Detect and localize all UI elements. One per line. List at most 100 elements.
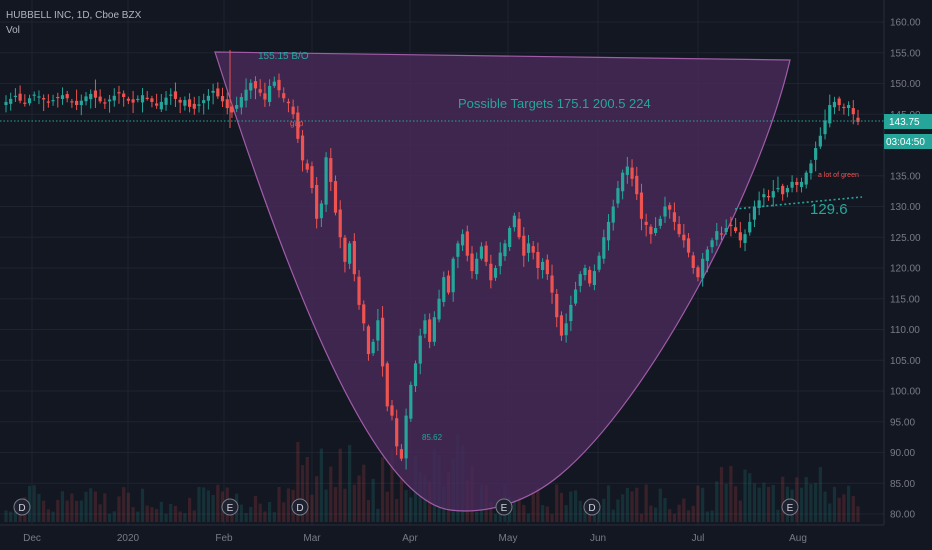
candle-body: [795, 181, 799, 185]
price-candles: [4, 73, 860, 470]
candle-body: [220, 96, 225, 102]
candle-body: [202, 100, 206, 104]
volume-bar: [602, 498, 606, 522]
volume-bar: [724, 483, 728, 522]
time-tick-label: Feb: [215, 533, 233, 544]
event-badge-circle: [13, 498, 31, 516]
volume-bar: [531, 491, 535, 522]
candle-body: [696, 267, 700, 278]
price-tick-label: 160.00: [890, 18, 921, 29]
candle-body: [526, 243, 531, 253]
candle-body: [9, 98, 13, 104]
volume-bar: [719, 467, 724, 522]
volume-bar: [771, 485, 775, 522]
event-badge-e[interactable]: E: [781, 498, 799, 516]
volume-bar: [395, 498, 399, 522]
volume-bar: [597, 509, 601, 522]
volume-bar: [122, 487, 126, 522]
volume-bar: [187, 497, 192, 522]
targets-label: Possible Targets 175.1 200.5 224: [458, 96, 651, 111]
candle-body: [79, 100, 83, 106]
volume-bar: [357, 475, 361, 522]
candle-body: [296, 112, 300, 139]
volume-bar: [766, 487, 771, 522]
volume-bar: [781, 476, 785, 522]
volume-bar: [155, 509, 159, 522]
volume-bar: [668, 509, 672, 522]
candle-body: [766, 196, 771, 198]
gap-label: gap: [290, 119, 304, 128]
volume-bar: [686, 510, 691, 522]
volume-bar: [804, 477, 808, 522]
candle-body: [126, 98, 130, 101]
candle-body: [432, 317, 436, 342]
candle-body: [164, 97, 168, 105]
candle-body: [583, 268, 587, 276]
candle-body: [489, 263, 493, 281]
candle-body: [508, 228, 512, 247]
event-badge-circle: [583, 498, 601, 516]
event-badge-e[interactable]: E: [221, 498, 239, 516]
candle-body: [244, 89, 248, 101]
event-badge-e[interactable]: E: [495, 498, 513, 516]
candle-body: [442, 277, 446, 302]
price-tick-label: 90.00: [890, 448, 915, 459]
time-tick-label: Jun: [590, 533, 606, 544]
candle-body: [117, 92, 121, 94]
event-badge-label: D: [588, 503, 595, 514]
candle-body: [573, 289, 578, 304]
volume-bar: [60, 491, 65, 522]
volume-bar: [842, 494, 846, 522]
event-badge-label: E: [787, 503, 794, 514]
event-badge-d[interactable]: D: [583, 498, 601, 516]
candle-body: [37, 96, 41, 98]
volume-bar: [239, 504, 243, 522]
event-badge-d[interactable]: D: [291, 498, 309, 516]
candle-body: [319, 203, 323, 219]
price-tick-label: 100.00: [890, 387, 921, 398]
volume-bar: [653, 507, 658, 522]
candle-body: [729, 224, 733, 227]
volume-bar: [131, 507, 135, 522]
candle-body: [446, 275, 451, 293]
candle-body: [846, 105, 851, 108]
event-badge-circle: [221, 498, 239, 516]
candle-body: [404, 415, 408, 459]
price-tick-label: 120.00: [890, 264, 921, 275]
candle-body: [559, 315, 564, 336]
volume-bar: [630, 491, 634, 522]
support-label: 129.6: [810, 201, 848, 218]
candle-body: [333, 181, 338, 213]
time-axis-ticks: Dec 2020 Feb Mar Apr May Jun Jul Aug: [23, 533, 807, 544]
candle-body: [743, 234, 747, 243]
candle-body: [107, 99, 112, 102]
candle-body: [60, 95, 65, 99]
candle-body: [493, 268, 498, 278]
candle-body: [785, 188, 789, 193]
candle-body: [395, 418, 399, 447]
volume-bar: [625, 487, 629, 522]
price-tick-label: 80.00: [890, 510, 915, 521]
volume-bar: [42, 500, 46, 522]
candle-body: [512, 215, 516, 228]
candle-body: [625, 166, 629, 175]
candle-body: [781, 185, 785, 195]
candle-body: [644, 221, 648, 225]
candle-body: [851, 108, 855, 115]
candle-body: [253, 81, 258, 89]
candle-body: [178, 99, 182, 103]
volume-bar: [752, 483, 757, 522]
countdown-tag: [884, 134, 932, 149]
volume-bar: [9, 511, 13, 522]
volume-bar: [197, 486, 201, 522]
volume-bar: [738, 500, 742, 522]
event-badge-d[interactable]: D: [13, 498, 31, 516]
volume-bar: [300, 465, 305, 522]
volume-bar: [173, 505, 178, 522]
volume-bar: [715, 481, 719, 522]
volume-bar: [32, 485, 36, 522]
candle-body: [93, 90, 98, 98]
candle-body: [187, 99, 192, 107]
